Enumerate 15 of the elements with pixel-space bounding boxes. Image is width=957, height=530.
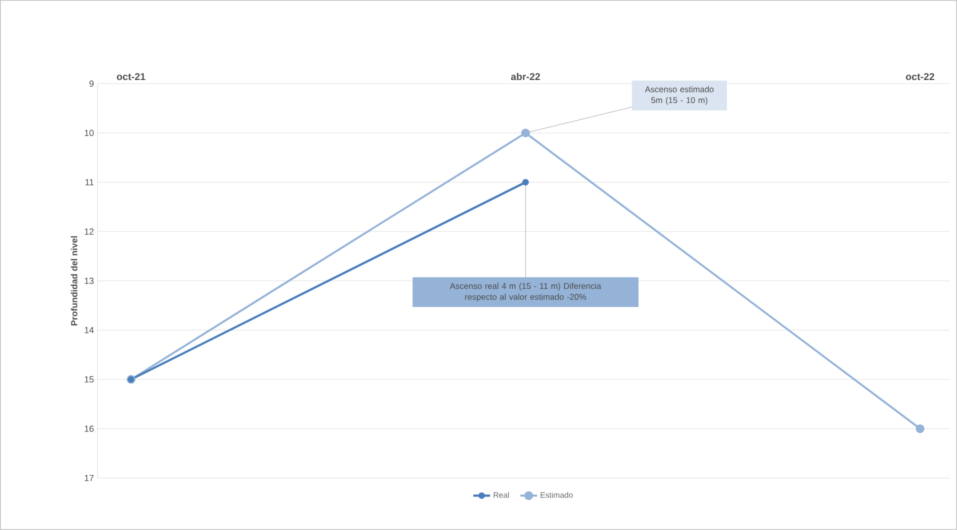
y-tick-label: 16	[84, 426, 94, 432]
annotation: Ascenso real 4 m (15 - 11 m) Diferencia respecto al valor estimado -20%	[450, 282, 602, 302]
y-tick-label: 15	[84, 376, 94, 383]
y-tick-label: 17	[84, 474, 94, 482]
y-tick-label: 11	[85, 179, 94, 186]
y-tick-label: 14	[84, 327, 94, 334]
x-tick-label: oct-22	[906, 73, 934, 80]
y-tick-label: 12	[84, 228, 94, 235]
y-tick-label: 10	[84, 130, 94, 136]
y-tick-label: 13	[84, 278, 94, 284]
y-tick-label: 9	[89, 80, 94, 87]
x-tick-label: abr-22	[511, 72, 540, 80]
y-axis-title: Profundidad del nivel	[70, 236, 78, 326]
x-tick-label: oct-21	[116, 73, 146, 80]
annotation: Ascenso estimado 5m (15 - 10 m)	[644, 86, 714, 105]
